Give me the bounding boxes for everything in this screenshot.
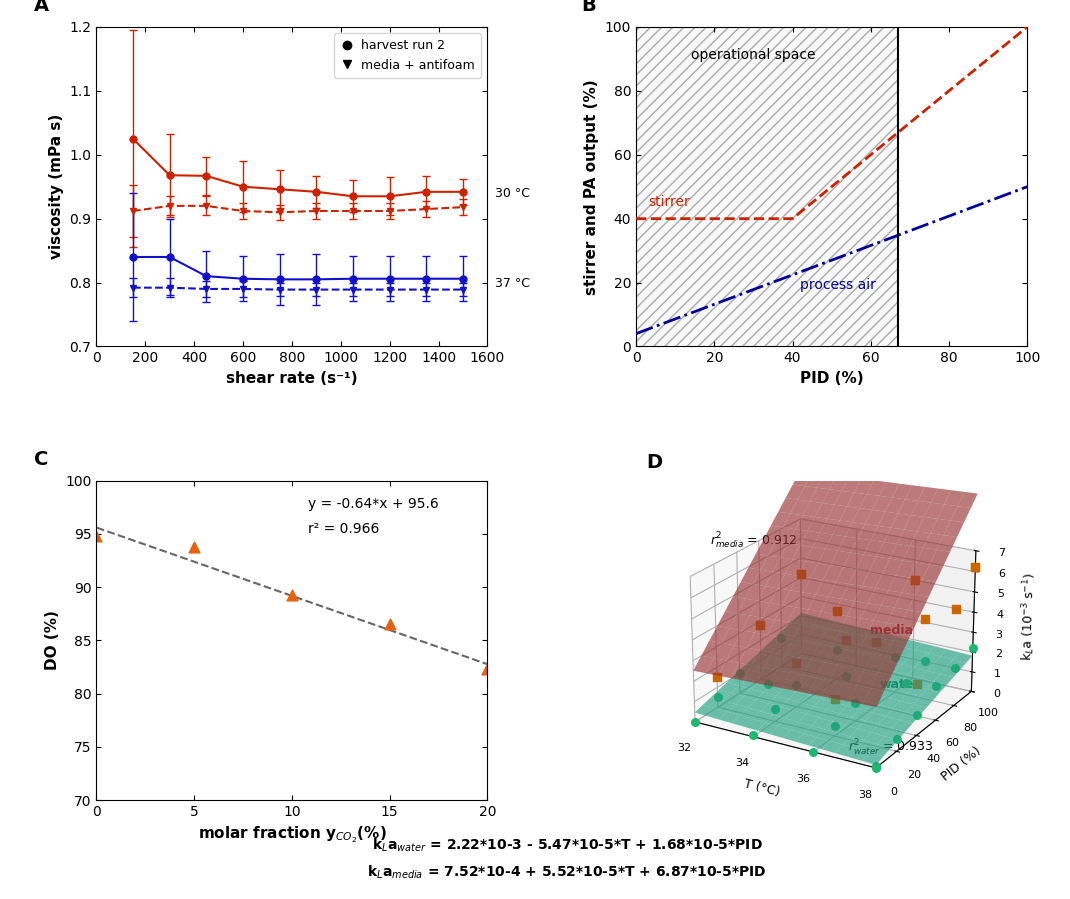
Legend: harvest run 2, media + antifoam: harvest run 2, media + antifoam — [334, 33, 482, 78]
Point — [185, 539, 202, 554]
Text: y = -0.64*x + 95.6: y = -0.64*x + 95.6 — [307, 496, 439, 511]
Point — [479, 662, 496, 676]
Text: $r^2_{media}$ = 0.912: $r^2_{media}$ = 0.912 — [710, 530, 798, 551]
Point — [88, 529, 105, 543]
Text: media: media — [870, 624, 913, 637]
Text: $r^2_{water}$ = 0.933: $r^2_{water}$ = 0.933 — [847, 738, 933, 759]
Point — [284, 587, 301, 601]
Text: B: B — [581, 0, 596, 15]
Text: C: C — [34, 450, 48, 468]
Text: process air: process air — [800, 278, 876, 292]
Y-axis label: PID (%): PID (%) — [938, 744, 983, 783]
Text: D: D — [646, 453, 662, 472]
Text: k$_L$a$_{media}$ = 7.52*10-4 + 5.52*10-5*T + 6.87*10-5*PID: k$_L$a$_{media}$ = 7.52*10-4 + 5.52*10-5… — [367, 864, 767, 881]
Text: r² = 0.966: r² = 0.966 — [307, 522, 379, 536]
X-axis label: PID (%): PID (%) — [799, 371, 863, 386]
X-axis label: shear rate (s⁻¹): shear rate (s⁻¹) — [226, 371, 357, 386]
Text: A: A — [34, 0, 49, 15]
X-axis label: T (°C): T (°C) — [743, 777, 781, 798]
Text: stirrer: stirrer — [647, 195, 689, 209]
X-axis label: molar fraction y$_{CO_2}$(%): molar fraction y$_{CO_2}$(%) — [198, 824, 386, 845]
Y-axis label: stirrer and PA output (%): stirrer and PA output (%) — [584, 79, 599, 295]
Text: 30 °C: 30 °C — [495, 187, 531, 200]
Y-axis label: DO (%): DO (%) — [45, 610, 60, 671]
Text: water: water — [880, 678, 920, 691]
Bar — [636, 27, 898, 346]
Text: 37 °C: 37 °C — [495, 277, 531, 289]
Point — [381, 618, 398, 632]
Y-axis label: viscosity (mPa s): viscosity (mPa s) — [49, 114, 64, 259]
Text: operational space: operational space — [691, 48, 815, 62]
Text: k$_L$a$_{water}$ = 2.22*10-3 - 5.47*10-5*T + 1.68*10-5*PID: k$_L$a$_{water}$ = 2.22*10-3 - 5.47*10-5… — [371, 837, 763, 854]
